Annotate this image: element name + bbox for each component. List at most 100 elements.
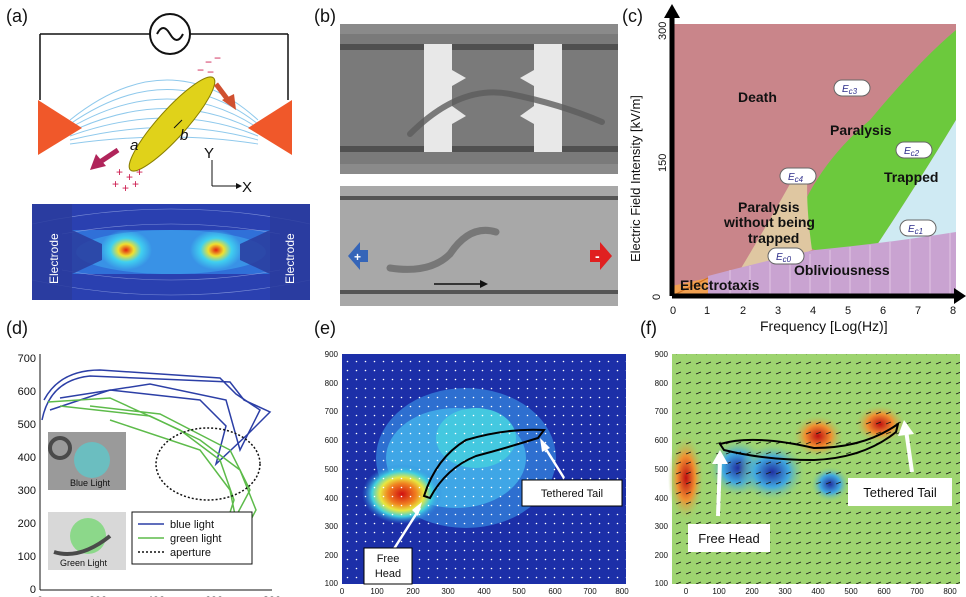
e-tail-box — [521, 479, 623, 507]
f-xtick-400: 400 — [811, 587, 825, 596]
f-xtick-700: 700 — [910, 587, 924, 596]
d-ytick-500: 500 — [18, 419, 36, 431]
e-ytick-500: 500 — [325, 465, 339, 474]
c-xtick-7: 7 — [915, 305, 921, 317]
d-xtick-800: 800 — [263, 595, 281, 597]
e-ytick-700: 700 — [325, 407, 339, 416]
inset-green-label: Green Light — [60, 558, 108, 568]
legend-aperture: aperture — [170, 547, 211, 559]
f-xtick-300: 300 — [778, 587, 792, 596]
f-ytick-700: 700 — [655, 407, 669, 416]
e-free-head-box — [363, 547, 413, 585]
region-pnt-2: without being — [723, 214, 815, 230]
f-ytick-300: 300 — [655, 522, 669, 531]
region-paralysis: Paralysis — [830, 122, 892, 138]
electrode-left-label: Electrode — [47, 233, 61, 284]
panel-f-vectorfield: 900 800 700 600 500 400 300 200 100 0 10… — [655, 350, 960, 596]
d-ytick-300: 300 — [18, 485, 36, 497]
f-xtick-600: 600 — [877, 587, 891, 596]
svg-text:+: + — [112, 177, 119, 191]
threshold-e-c4: Ec4 — [788, 172, 804, 184]
svg-text:−: − — [207, 65, 214, 79]
svg-text:+: + — [136, 165, 143, 179]
d-ytick-0: 0 — [30, 584, 36, 596]
e-xtick-800: 800 — [615, 587, 629, 596]
dim-a-label: a — [130, 137, 138, 154]
threshold-e-c2: Ec2 — [904, 146, 920, 158]
e-ytick-900: 900 — [325, 350, 339, 359]
d-xtick-200: 200 — [89, 595, 107, 597]
c-ylabel: Electric Field Intensity [kV/m] — [628, 95, 643, 262]
e-xtick-100: 100 — [370, 587, 384, 596]
e-ytick-100: 100 — [325, 579, 339, 588]
f-ytick-400: 400 — [655, 494, 669, 503]
panel-e-heatmap: 900 800 700 600 500 400 300 200 100 0 10… — [325, 350, 630, 596]
d-ytick-200: 200 — [18, 518, 36, 530]
threshold-e-c1: Ec1 — [908, 224, 923, 236]
svg-text:−: − — [214, 51, 221, 65]
e-ytick-600: 600 — [325, 436, 339, 445]
e-xtick-200: 200 — [406, 587, 420, 596]
panel-label-c: (c) — [622, 6, 643, 26]
region-electrotaxis: Electrotaxis — [680, 277, 760, 293]
axis-x-label: X — [242, 179, 252, 196]
d-xtick-0: 0 — [37, 595, 43, 597]
panel-b-micrographs: + - — [340, 24, 618, 306]
c-xtick-8: 8 — [950, 305, 956, 317]
svg-text:+: + — [116, 165, 123, 179]
e-ytick-200: 200 — [325, 551, 339, 560]
e-xtick-400: 400 — [477, 587, 491, 596]
c-xlabel: Frequency [Log(Hz)] — [760, 318, 888, 334]
panel-label-e: (e) — [314, 318, 336, 338]
e-ytick-800: 800 — [325, 379, 339, 388]
f-ytick-200: 200 — [655, 551, 669, 560]
e-ytick-400: 400 — [325, 494, 339, 503]
panel-d-trajectories: 0 100 200 300 400 500 600 700 0 200 400 … — [18, 353, 282, 597]
plus-label: + — [354, 250, 361, 264]
f-free-head-box — [688, 524, 770, 552]
panel-a-heatmap: Electrode Electrode — [32, 204, 310, 300]
e-xtick-600: 600 — [548, 587, 562, 596]
right-electrode-icon — [248, 100, 292, 155]
f-xtick-500: 500 — [844, 587, 858, 596]
c-ytick-0: 0 — [651, 294, 663, 300]
electrode-right-label: Electrode — [283, 233, 297, 284]
c-xtick-4: 4 — [810, 305, 816, 317]
e-free-head-2: Head — [375, 568, 401, 580]
c-xtick-5: 5 — [845, 305, 851, 317]
left-electrode-icon — [38, 100, 82, 155]
inset-blue-label: Blue Light — [70, 478, 111, 488]
region-pnt-1: Paralysis — [738, 199, 800, 215]
e-ytick-300: 300 — [325, 522, 339, 531]
f-ytick-100: 100 — [655, 579, 669, 588]
c-ytick-150: 150 — [657, 154, 669, 172]
f-xtick-800: 800 — [943, 587, 957, 596]
region-pnt-3: trapped — [748, 230, 799, 246]
legend-green: green light — [170, 533, 221, 545]
f-xtick-100: 100 — [712, 587, 726, 596]
panel-label-b: (b) — [314, 6, 336, 26]
panel-c-phase-diagram: 0 150 300 0 1 2 3 4 5 6 7 8 Death Paraly… — [628, 4, 966, 317]
threshold-e-c3: Ec3 — [842, 84, 858, 96]
d-ytick-600: 600 — [18, 386, 36, 398]
f-xtick-0: 0 — [684, 587, 689, 596]
f-free-head-label: Free Head — [698, 531, 759, 546]
dim-b-label: b — [180, 127, 188, 144]
f-tail-box — [848, 478, 952, 506]
svg-text:+: + — [132, 177, 139, 191]
panel-label-a: (a) — [6, 6, 28, 26]
e-free-head-1: Free — [377, 553, 400, 565]
panel-label-d: (d) — [6, 318, 28, 338]
region-death: Death — [738, 89, 777, 105]
c-xtick-0: 0 — [670, 305, 676, 317]
e-xtick-500: 500 — [512, 587, 526, 596]
d-xtick-600: 600 — [205, 595, 223, 597]
f-ytick-800: 800 — [655, 379, 669, 388]
svg-text:−: − — [197, 63, 204, 77]
region-obliviousness: Obliviousness — [794, 262, 890, 278]
f-xtick-200: 200 — [745, 587, 759, 596]
svg-text:+: + — [126, 170, 133, 184]
ellipsoid-icon — [128, 76, 216, 172]
e-xtick-300: 300 — [441, 587, 455, 596]
d-ytick-400: 400 — [18, 452, 36, 464]
